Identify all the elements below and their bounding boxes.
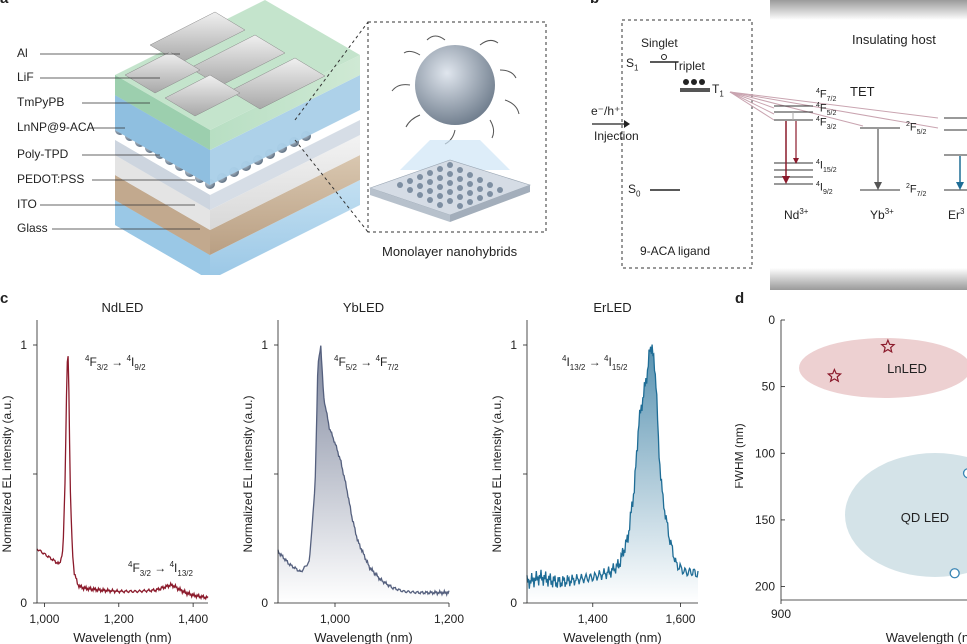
y-tick-label: 1 <box>20 338 27 352</box>
host-band-bottom <box>770 268 967 290</box>
nd-level-i92: 4I9/2 <box>816 181 833 196</box>
inset-caption: Monolayer nanohybrids <box>382 244 518 259</box>
x-axis-label: Wavelength (nm) <box>563 630 662 644</box>
chart-title: NdLED <box>102 300 144 315</box>
y-tick-label: 0 <box>510 596 517 610</box>
spectrum-ndled: 1 01,000 1,200 1,400 NdLED Wavelength (nm) Nor… <box>0 300 209 644</box>
nd-level-f32: 4F3/2 <box>816 116 837 131</box>
nanoparticle-illustration <box>391 35 520 145</box>
layer-leader-lines <box>40 53 200 230</box>
chart-title: YbLED <box>343 300 384 315</box>
injection-bottom-label: Injection <box>594 129 639 143</box>
scatter-point <box>949 568 960 579</box>
er-levels <box>944 117 967 191</box>
ion-label-er: Er3 <box>948 207 965 222</box>
ion-label-nd: Nd3+ <box>784 207 809 222</box>
triplet-label: Triplet <box>672 59 705 73</box>
ligand-label: 9-ACA ligand <box>640 244 711 258</box>
energy-diagram <box>592 0 967 290</box>
x-axis-label: Wavelength (nm) <box>73 630 172 644</box>
y-tick-label: 0 <box>768 313 775 327</box>
s0-label: S0 <box>628 182 641 199</box>
x-tick-label: 1,400 <box>578 612 608 626</box>
x-tick-label: 900 <box>771 607 791 621</box>
layer-label-lnnp: LnNP@9-ACA <box>17 120 95 134</box>
device-schematic <box>40 0 547 275</box>
monolayer-substrate <box>369 159 531 222</box>
x-axis-label: Wavelength (nm) <box>886 630 967 644</box>
al-electrodes <box>124 11 326 117</box>
injection-top-label: e⁻/h⁺ <box>591 104 621 118</box>
y-tick-label: 1 <box>510 338 517 352</box>
spectrum-line <box>277 345 450 597</box>
tet-label: TET <box>850 84 875 99</box>
singlet-label: Singlet <box>641 36 678 50</box>
host-band-top <box>770 0 967 20</box>
y-tick-label: 200 <box>755 580 775 594</box>
panel-letter-d: d <box>735 290 745 307</box>
yb-level-f52: 2F5/2 <box>906 121 927 136</box>
transition-annotation: 4F3/2 → 4I13/2 <box>128 560 194 578</box>
ligand-box <box>621 19 753 269</box>
spectrum-line <box>526 344 699 589</box>
x-tick-label: 1,000 <box>29 612 59 626</box>
panel-letter-c: c <box>0 290 9 307</box>
spectrum-area <box>527 344 698 603</box>
layer-label-glass: Glass <box>17 221 48 235</box>
spectrum-line <box>36 356 209 601</box>
layer-stack <box>115 0 360 275</box>
transition-annotation: 4F3/2 → 4I9/2 <box>85 354 146 372</box>
x-axis-label: Wavelength (nm) <box>314 630 413 644</box>
series-label: LnLED <box>887 361 927 376</box>
panel-letter-a: a <box>0 0 8 7</box>
scatter-point <box>826 367 843 383</box>
layer-label-pedot: PEDOT:PSS <box>17 172 85 186</box>
spectrum-area <box>278 345 449 603</box>
chart-title: ErLED <box>593 300 631 315</box>
x-tick-label: 1,400 <box>178 612 208 626</box>
y-axis-label: Normalized EL intensity (a.u.) <box>241 396 255 553</box>
layer-label-polytpd: Poly-TPD <box>17 147 69 161</box>
yb-level-f72: 2F7/2 <box>906 183 927 198</box>
s1-label: S1 <box>626 56 639 73</box>
lnled-region <box>799 338 967 398</box>
spectrum-ybled: 1 0 1,000 1,200 YbLED Wavelength (nm) Normaliz… <box>241 300 464 644</box>
y-tick-label: 50 <box>762 380 776 394</box>
x-tick-label: 1,000 <box>320 612 350 626</box>
ion-label-yb: Yb3+ <box>870 207 894 222</box>
t1-label: T1 <box>712 82 724 99</box>
scatter-point <box>880 338 896 354</box>
transition-annotation: 4F5/2 → 4F7/2 <box>334 354 399 372</box>
qdled-region <box>845 453 967 577</box>
y-tick-label: 150 <box>755 513 775 527</box>
series-label: QD LED <box>901 510 949 525</box>
scatter-point <box>962 468 967 479</box>
y-tick-label: 0 <box>20 596 27 610</box>
host-label: Insulating host <box>852 32 936 47</box>
nd-level-i152: 4I15/2 <box>816 159 837 174</box>
transition-annotation: 4I13/2 → 4I15/2 <box>562 354 628 372</box>
spectrum-erled: 1 0 1,400 1,600 ErLED Wavelength (nm) Normaliz… <box>490 300 699 644</box>
nd-level-f52: 4F5/2 <box>816 102 837 117</box>
y-axis-label: Normalized EL intensity (a.u.) <box>0 396 14 553</box>
tet-arrows <box>729 91 939 129</box>
x-tick-label: 1,600 <box>665 612 695 626</box>
x-tick-label: 1,200 <box>434 612 464 626</box>
y-tick-label: 0 <box>261 596 268 610</box>
layer-label-al: Al <box>17 46 28 60</box>
layer-label-tmpypb: TmPyPB <box>17 95 65 109</box>
y-tick-label: 100 <box>755 446 775 460</box>
y-axis-label: Normalized EL intensity (a.u.) <box>490 396 504 553</box>
yb-levels <box>860 127 900 191</box>
layer-label-lif: LiF <box>17 70 34 84</box>
nd-level-f72: 4F7/2 <box>816 88 837 103</box>
layer-label-ito: ITO <box>17 197 37 211</box>
y-axis-label: FWHM (nm) <box>735 423 746 488</box>
y-tick-label: 1 <box>261 338 268 352</box>
panel-letter-b: b <box>590 0 599 7</box>
x-tick-label: 1,200 <box>104 612 134 626</box>
